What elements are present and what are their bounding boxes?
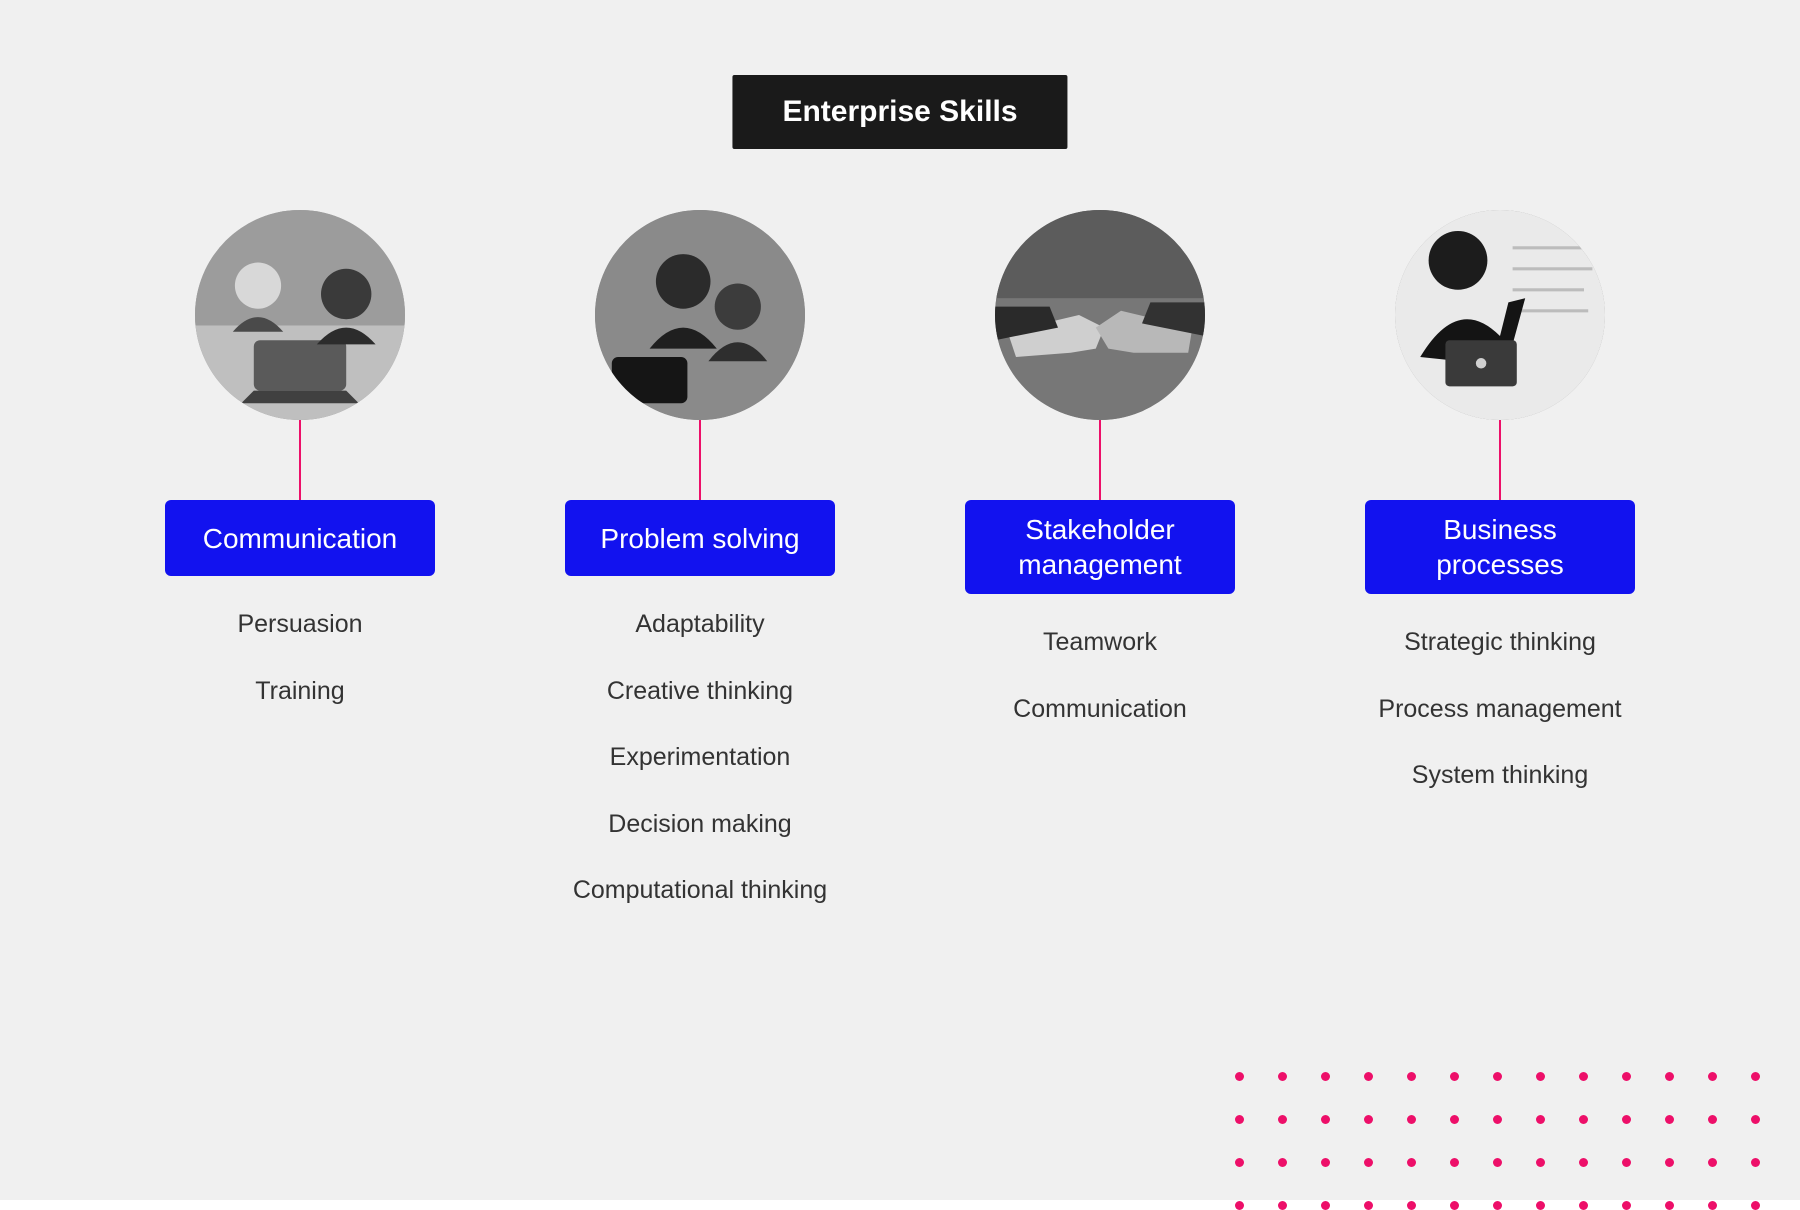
decor-dot	[1622, 1158, 1631, 1167]
decor-dot	[1235, 1158, 1244, 1167]
decor-dot	[1450, 1072, 1459, 1081]
decor-dot	[1536, 1158, 1545, 1167]
column-items: Teamwork Communication	[1013, 626, 1187, 725]
connector-line	[699, 420, 701, 500]
decor-dot	[1708, 1072, 1717, 1081]
decor-dot	[1321, 1201, 1330, 1210]
connector-line	[299, 420, 301, 500]
list-item: System thinking	[1412, 759, 1588, 792]
column: Communication Persuasion Training	[150, 210, 450, 907]
decor-dot	[1364, 1115, 1373, 1124]
decor-dot	[1450, 1158, 1459, 1167]
decor-dot	[1321, 1115, 1330, 1124]
column-label: Problem solving	[565, 500, 835, 576]
column-label: Business processes	[1365, 500, 1635, 594]
list-item: Strategic thinking	[1404, 626, 1596, 659]
column-label: Communication	[165, 500, 435, 576]
decor-dot	[1751, 1072, 1760, 1081]
decor-dot	[1751, 1115, 1760, 1124]
column-image	[595, 210, 805, 420]
decor-dot	[1536, 1072, 1545, 1081]
decor-dot	[1579, 1072, 1588, 1081]
column-items: Strategic thinking Process management Syst…	[1378, 626, 1621, 792]
decor-dot	[1235, 1115, 1244, 1124]
decor-dot	[1665, 1201, 1674, 1210]
decor-dot	[1665, 1158, 1674, 1167]
decor-dot	[1536, 1115, 1545, 1124]
decor-dots	[1235, 1072, 1760, 1210]
column-label-text: Problem solving	[600, 521, 799, 556]
decor-dot	[1751, 1201, 1760, 1210]
list-item: Creative thinking	[607, 675, 793, 708]
decor-dot	[1493, 1115, 1502, 1124]
decor-dot	[1407, 1115, 1416, 1124]
page-background: Enterprise Skills Communication Persuasio…	[0, 0, 1800, 1200]
decor-dot	[1407, 1072, 1416, 1081]
column-image	[995, 210, 1205, 420]
decor-dot	[1665, 1072, 1674, 1081]
list-item: Decision making	[608, 808, 791, 841]
decor-dot	[1278, 1201, 1287, 1210]
decor-dot	[1708, 1158, 1717, 1167]
decor-dot	[1493, 1158, 1502, 1167]
page-title: Enterprise Skills	[732, 75, 1067, 149]
decor-dot	[1493, 1072, 1502, 1081]
decor-dot	[1321, 1072, 1330, 1081]
connector-line	[1499, 420, 1501, 500]
decor-dot	[1364, 1201, 1373, 1210]
decor-dot	[1708, 1201, 1717, 1210]
column-label-text: Business processes	[1383, 512, 1617, 582]
column-items: Persuasion Training	[237, 608, 362, 707]
decor-dot	[1364, 1158, 1373, 1167]
decor-dot	[1665, 1115, 1674, 1124]
decor-dot	[1493, 1201, 1502, 1210]
list-item: Communication	[1013, 693, 1187, 726]
column: Problem solving Adaptability Creative thin…	[550, 210, 850, 907]
decor-dot	[1407, 1201, 1416, 1210]
decor-dot	[1235, 1072, 1244, 1081]
decor-dot	[1407, 1158, 1416, 1167]
list-item: Teamwork	[1043, 626, 1157, 659]
decor-dot	[1278, 1072, 1287, 1081]
column-image	[1395, 210, 1605, 420]
decor-dot	[1579, 1201, 1588, 1210]
column-label: Stakeholder management	[965, 500, 1235, 594]
decor-dot	[1751, 1158, 1760, 1167]
page-title-text: Enterprise Skills	[782, 95, 1017, 128]
decor-dot	[1450, 1201, 1459, 1210]
column-label-text: Communication	[203, 521, 398, 556]
decor-dot	[1235, 1201, 1244, 1210]
column-items: Adaptability Creative thinking Experimenta…	[573, 608, 827, 907]
column-image	[195, 210, 405, 420]
decor-dot	[1278, 1115, 1287, 1124]
decor-dot	[1536, 1201, 1545, 1210]
decor-dot	[1622, 1115, 1631, 1124]
column: Stakeholder management Teamwork Communicat…	[950, 210, 1250, 907]
decor-dot	[1278, 1158, 1287, 1167]
list-item: Computational thinking	[573, 874, 827, 907]
decor-dot	[1579, 1158, 1588, 1167]
decor-dot	[1622, 1072, 1631, 1081]
list-item: Adaptability	[635, 608, 764, 641]
list-item: Process management	[1378, 693, 1621, 726]
columns-container: Communication Persuasion Training Problem s…	[150, 210, 1650, 907]
decor-dot	[1708, 1115, 1717, 1124]
decor-dot	[1579, 1115, 1588, 1124]
list-item: Experimentation	[610, 741, 791, 774]
column-label-text: Stakeholder management	[983, 512, 1217, 582]
column: Business processes Strategic thinking Proc…	[1350, 210, 1650, 907]
list-item: Persuasion	[237, 608, 362, 641]
decor-dot	[1622, 1201, 1631, 1210]
connector-line	[1099, 420, 1101, 500]
decor-dot	[1364, 1072, 1373, 1081]
decor-dot	[1450, 1115, 1459, 1124]
decor-dot	[1321, 1158, 1330, 1167]
list-item: Training	[255, 675, 344, 708]
